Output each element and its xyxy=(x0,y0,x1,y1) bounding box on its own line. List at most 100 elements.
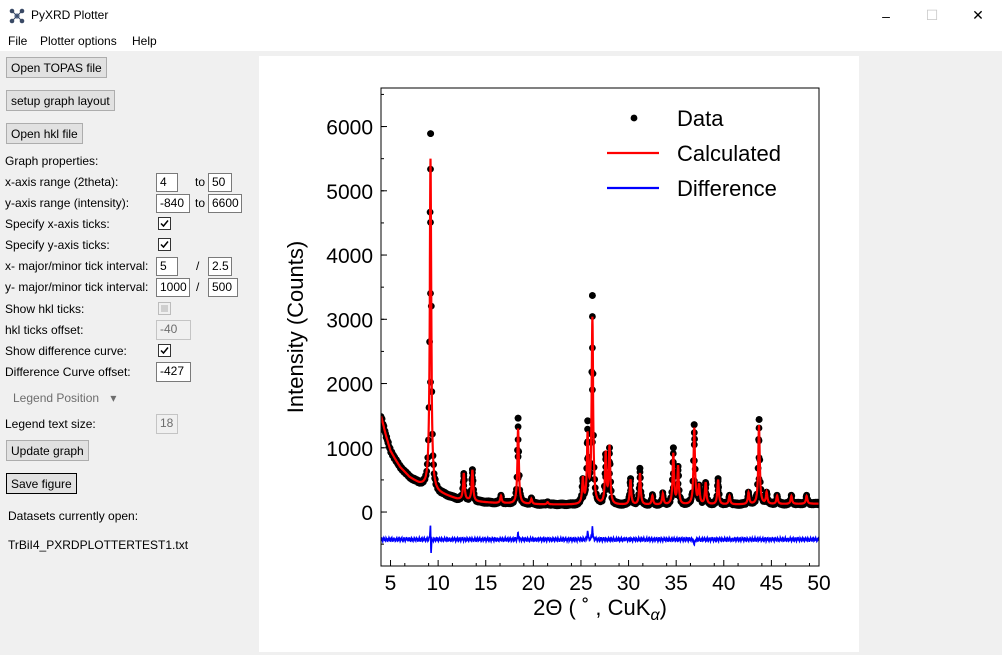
x-max-input[interactable]: 50 xyxy=(208,173,232,192)
data-point xyxy=(589,292,596,299)
legend-data-marker xyxy=(630,114,638,122)
difference-offset-input[interactable]: -427 xyxy=(156,362,191,382)
legend-label: Data xyxy=(677,106,724,131)
y-minor-input[interactable]: 500 xyxy=(208,278,238,297)
y-tick-label: 6000 xyxy=(326,117,373,140)
x-tick-label: 25 xyxy=(569,572,592,595)
data-point xyxy=(514,414,522,422)
y-tick-interval-label: y- major/minor tick interval: xyxy=(5,280,149,294)
x-minor-input[interactable]: 2.5 xyxy=(208,257,232,276)
y-min-input[interactable]: -840 xyxy=(156,194,190,213)
checkmark-icon xyxy=(160,220,169,228)
data-point xyxy=(690,421,698,429)
y-tick-label: 5000 xyxy=(326,181,373,204)
legend-label: Calculated xyxy=(677,141,781,166)
data-point xyxy=(755,416,763,423)
show-hkl-checkbox[interactable] xyxy=(158,302,171,315)
show-difference-label: Show difference curve: xyxy=(5,344,127,358)
options-sidebar: Open TOPAS file setup graph layout Open … xyxy=(0,51,258,652)
specify-y-ticks-checkbox[interactable] xyxy=(158,238,171,251)
slash-label: / xyxy=(196,259,200,273)
axes-frame xyxy=(380,87,820,567)
x-range-label: x-axis range (2theta): xyxy=(5,175,119,189)
data-point xyxy=(714,475,722,482)
menu-plotter-options[interactable]: Plotter options xyxy=(40,34,117,48)
calculated-series xyxy=(381,158,819,506)
x-major-input[interactable]: 5 xyxy=(156,257,178,276)
y-max-input[interactable]: 6600 xyxy=(208,194,242,213)
to-label: to xyxy=(195,175,206,189)
menu-help[interactable]: Help xyxy=(132,34,157,48)
x-axis-label: 2Θ ( ˚ , CuKα) xyxy=(533,595,667,624)
dataset-file-name: TrBiI4_PXRDPLOTTERTEST1.txt xyxy=(8,538,189,552)
legend-text-size-label: Legend text size: xyxy=(5,417,96,431)
hkl-offset-input[interactable]: -40 xyxy=(156,320,191,340)
x-tick-label: 30 xyxy=(617,572,640,595)
specify-y-ticks-label: Specify y-axis ticks: xyxy=(5,238,110,252)
x-tick-label: 40 xyxy=(712,572,735,595)
update-graph-button[interactable]: Update graph xyxy=(6,440,89,461)
x-tick-label: 20 xyxy=(522,572,545,595)
y-tick-label: 0 xyxy=(361,502,373,525)
close-button[interactable]: ✕ xyxy=(972,7,984,23)
difference-series xyxy=(381,525,819,554)
legend-label: Difference xyxy=(677,176,777,201)
open-hkl-button[interactable]: Open hkl file xyxy=(6,123,83,144)
menu-file[interactable]: File xyxy=(8,34,28,48)
x-tick-label: 35 xyxy=(664,572,687,595)
checkmark-icon xyxy=(160,241,169,249)
x-min-input[interactable]: 4 xyxy=(156,173,178,192)
y-tick-label: 3000 xyxy=(326,309,373,332)
x-axis-label-end: ) xyxy=(660,595,667,620)
legend-position-dropdown[interactable]: Legend Position ▾ xyxy=(13,391,116,405)
graph-properties-heading: Graph properties: xyxy=(5,154,99,168)
right-panel xyxy=(859,51,1002,652)
data-point xyxy=(589,313,596,320)
show-difference-checkbox[interactable] xyxy=(158,344,171,357)
y-range-label: y-axis range (intensity): xyxy=(5,196,130,210)
xrd-plot: 5 10 15 20 25 30 35 40 45 50 0 1000 2000 3000 4000 5000… xyxy=(283,87,831,624)
y-tick-label: 1000 xyxy=(326,438,373,461)
x-tick-label: 15 xyxy=(474,572,497,595)
save-figure-button[interactable]: Save figure xyxy=(6,473,77,494)
data-point xyxy=(584,417,591,425)
x-tick-label: 5 xyxy=(385,572,397,595)
x-tick-label: 45 xyxy=(760,572,783,595)
x-tick-interval-label: x- major/minor tick interval: xyxy=(5,259,149,273)
to-label: to xyxy=(195,196,206,210)
data-point xyxy=(427,378,434,386)
title-bar: PyXRD Plotter – ☐ ✕ xyxy=(0,0,1002,31)
menu-bar: File Plotter options Help xyxy=(0,31,1002,51)
minimize-button[interactable]: – xyxy=(882,7,890,24)
data-point xyxy=(514,423,522,431)
plot-series-group xyxy=(381,130,819,554)
maximize-button[interactable]: ☐ xyxy=(925,7,939,23)
data-point xyxy=(636,464,644,472)
y-major-input[interactable]: 1000 xyxy=(156,278,190,297)
x-tick-label: 50 xyxy=(807,572,830,595)
data-point xyxy=(469,466,476,473)
data-point xyxy=(427,130,434,137)
data-point xyxy=(669,444,677,452)
specify-x-ticks-label: Specify x-axis ticks: xyxy=(5,217,110,231)
data-point xyxy=(627,475,634,482)
y-tick-label: 4000 xyxy=(326,245,373,268)
y-axis-label: Intensity (Counts) xyxy=(283,241,308,413)
checkmark-icon xyxy=(160,347,169,355)
window-title: PyXRD Plotter xyxy=(31,8,109,22)
data-point xyxy=(584,425,591,433)
x-axis-label-sub: α xyxy=(650,607,660,624)
difference-offset-label: Difference Curve offset: xyxy=(5,365,131,379)
setup-layout-button[interactable]: setup graph layout xyxy=(6,90,115,111)
legend-text-size-input[interactable]: 18 xyxy=(156,414,178,434)
legend-position-label: Legend Position xyxy=(13,391,100,405)
open-topas-button[interactable]: Open TOPAS file xyxy=(6,57,107,78)
y-tick-label: 2000 xyxy=(326,374,373,397)
datasets-open-label: Datasets currently open: xyxy=(8,509,139,523)
chevron-down-icon: ▾ xyxy=(110,391,117,405)
app-icon xyxy=(9,8,25,24)
x-tick-label: 10 xyxy=(426,572,449,595)
plot-canvas: 5 10 15 20 25 30 35 40 45 50 0 1000 2000 3000 4000 5000… xyxy=(259,56,859,652)
show-hkl-label: Show hkl ticks: xyxy=(5,302,85,316)
specify-x-ticks-checkbox[interactable] xyxy=(158,217,171,230)
